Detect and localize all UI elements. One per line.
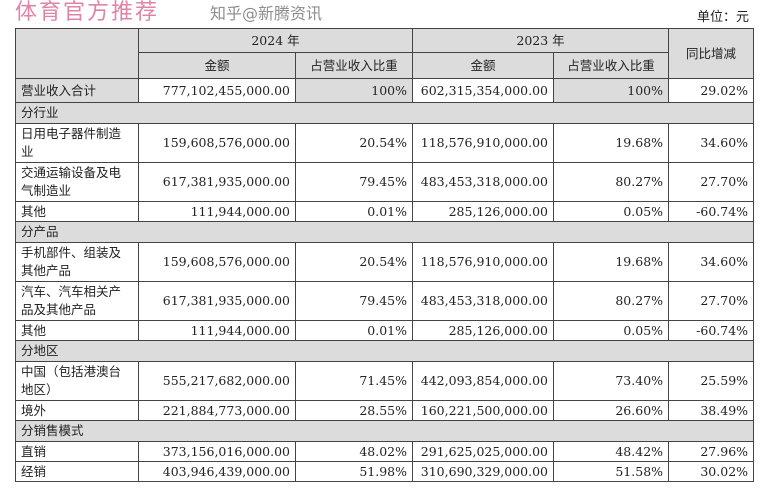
cell-amount-2023: 285,126,000.00 — [412, 201, 555, 222]
cell-yoy: 34.60% — [668, 242, 755, 282]
cell-ratio-2023: 48.42% — [553, 441, 670, 462]
cell-ratio-2023: 80.27% — [553, 162, 670, 202]
row-label: 经销 — [15, 461, 139, 482]
row-label: 日用电子器件制造业 — [15, 123, 139, 163]
section-row: 分行业 — [14, 102, 755, 124]
cell-ratio-2024: 51.98% — [294, 461, 414, 482]
row-label: 其他 — [15, 320, 139, 341]
table-row: 其他 111,944,000.00 0.01% 285,126,000.00 0.05%… — [15, 320, 755, 341]
section-title: 分销售模式 — [14, 420, 755, 442]
cell-amount-2024: 159,608,576,000.00 — [138, 242, 296, 282]
cell-ratio-2024: 20.54% — [294, 123, 414, 163]
cell-amount-2024: 111,944,000.00 — [138, 201, 296, 222]
section-title: 分地区 — [14, 340, 755, 362]
cell-amount-2024: 221,884,773,000.00 — [138, 400, 296, 421]
cell-amount-2023: 118,576,910,000.00 — [412, 123, 555, 163]
cell-ratio-2023: 51.58% — [553, 461, 670, 482]
revenue-table: 2024 年 2023 年 同比增减 金额 占营业收入比重 金额 占营业收入比重… — [14, 28, 755, 482]
header-yoy: 同比增减 — [668, 28, 755, 79]
cell-ratio-2024: 0.01% — [294, 320, 414, 341]
table-row: 直销 373,156,016,000.00 48.02% 291,625,025,00… — [15, 441, 755, 462]
cell-ratio-2024: 20.54% — [294, 242, 414, 282]
row-label: 境外 — [15, 400, 139, 421]
section-title: 分行业 — [14, 102, 755, 124]
cell-amount-2024: 403,946,439,000.00 — [138, 461, 296, 482]
header-amount-2023: 金额 — [412, 52, 555, 79]
header-ratio-2023: 占营业收入比重 — [553, 52, 670, 79]
cell-amount-2024: 373,156,016,000.00 — [138, 441, 296, 462]
cell-amount-2023: 310,690,329,000.00 — [412, 461, 555, 482]
table-row: 手机部件、组装及其他产品 159,608,576,000.00 20.54% 118,… — [15, 242, 755, 282]
table-row: 交通运输设备及电气制造业 617,381,935,000.00 79.45% 483,… — [15, 162, 755, 202]
total-yoy: 29.02% — [668, 78, 755, 103]
unit-label: 单位：元 — [696, 10, 749, 25]
table-row: 经销 403,946,439,000.00 51.98% 310,690,329,00… — [15, 461, 755, 482]
cell-amount-2024: 617,381,935,000.00 — [138, 281, 296, 321]
cell-ratio-2023: 19.68% — [553, 123, 670, 163]
cell-ratio-2023: 19.68% — [553, 242, 670, 282]
cell-amount-2024: 617,381,935,000.00 — [138, 162, 296, 202]
cell-amount-2024: 555,217,682,000.00 — [138, 361, 296, 401]
cell-ratio-2024: 79.45% — [294, 281, 414, 321]
cell-yoy: 34.60% — [668, 123, 755, 163]
watermark-zhihu: 知乎@新腾资讯 — [210, 4, 323, 23]
cell-amount-2024: 111,944,000.00 — [138, 320, 296, 341]
cell-amount-2023: 483,453,318,000.00 — [412, 281, 555, 321]
header-amount-2024: 金额 — [138, 52, 296, 79]
cell-ratio-2023: 73.40% — [553, 361, 670, 401]
cell-yoy: 27.96% — [668, 441, 755, 462]
cell-amount-2023: 118,576,910,000.00 — [412, 242, 555, 282]
cell-yoy: -60.74% — [668, 201, 755, 222]
row-label: 直销 — [15, 441, 139, 462]
cell-ratio-2023: 80.27% — [553, 281, 670, 321]
section-row: 分地区 — [14, 340, 755, 362]
cell-ratio-2023: 0.05% — [553, 320, 670, 341]
row-label: 中国（包括港澳台地区） — [15, 361, 139, 401]
section-row: 分产品 — [14, 221, 755, 243]
cell-amount-2023: 285,126,000.00 — [412, 320, 555, 341]
table-row: 日用电子器件制造业 159,608,576,000.00 20.54% 118,576… — [15, 123, 755, 163]
table-row: 境外 221,884,773,000.00 28.55% 160,221,500,00… — [15, 400, 755, 421]
cell-ratio-2024: 0.01% — [294, 201, 414, 222]
section-row: 分销售模式 — [14, 420, 755, 442]
watermark: 体育官方推荐 — [15, 0, 160, 25]
cell-ratio-2024: 79.45% — [294, 162, 414, 202]
cell-yoy: 27.70% — [668, 162, 755, 202]
row-label: 交通运输设备及电气制造业 — [15, 162, 139, 202]
table-row: 汽车、汽车相关产品及其他产品 617,381,935,000.00 79.45% 48… — [15, 281, 755, 321]
header-2024: 2024 年 — [137, 28, 414, 53]
header-2023: 2023 年 — [412, 28, 670, 53]
row-label: 汽车、汽车相关产品及其他产品 — [15, 281, 139, 321]
cell-ratio-2024: 48.02% — [294, 441, 414, 462]
cell-amount-2024: 159,608,576,000.00 — [138, 123, 296, 163]
total-amount-2023: 602,315,354,000.00 — [412, 78, 555, 103]
cell-yoy: 38.49% — [668, 400, 755, 421]
total-ratio-2024: 100% — [294, 78, 414, 103]
cell-amount-2023: 291,625,025,000.00 — [412, 441, 555, 462]
cell-ratio-2024: 71.45% — [294, 361, 414, 401]
cell-yoy: 25.59% — [668, 361, 755, 401]
cell-yoy: 30.02% — [668, 461, 755, 482]
cell-ratio-2024: 28.55% — [294, 400, 414, 421]
total-amount-2024: 777,102,455,000.00 — [138, 78, 296, 103]
cell-ratio-2023: 26.60% — [553, 400, 670, 421]
cell-yoy: -60.74% — [668, 320, 755, 341]
row-label: 手机部件、组装及其他产品 — [15, 242, 139, 282]
cell-amount-2023: 160,221,500,000.00 — [412, 400, 555, 421]
row-label: 其他 — [15, 201, 139, 222]
total-row: 营业收入合计 777,102,455,000.00 100% 602,315,3… — [15, 78, 755, 103]
total-label: 营业收入合计 — [15, 78, 139, 103]
table-row: 中国（包括港澳台地区） 555,217,682,000.00 71.45% 442,0… — [15, 361, 755, 401]
section-title: 分产品 — [14, 221, 755, 243]
cell-amount-2023: 483,453,318,000.00 — [412, 162, 555, 202]
table-row: 其他 111,944,000.00 0.01% 285,126,000.00 0.05%… — [15, 201, 755, 222]
cell-yoy: 27.70% — [668, 281, 755, 321]
cell-amount-2023: 442,093,854,000.00 — [412, 361, 555, 401]
total-ratio-2023: 100% — [553, 78, 670, 103]
cell-ratio-2023: 0.05% — [553, 201, 670, 222]
header-corner — [15, 28, 139, 79]
header-ratio-2024: 占营业收入比重 — [294, 52, 414, 79]
